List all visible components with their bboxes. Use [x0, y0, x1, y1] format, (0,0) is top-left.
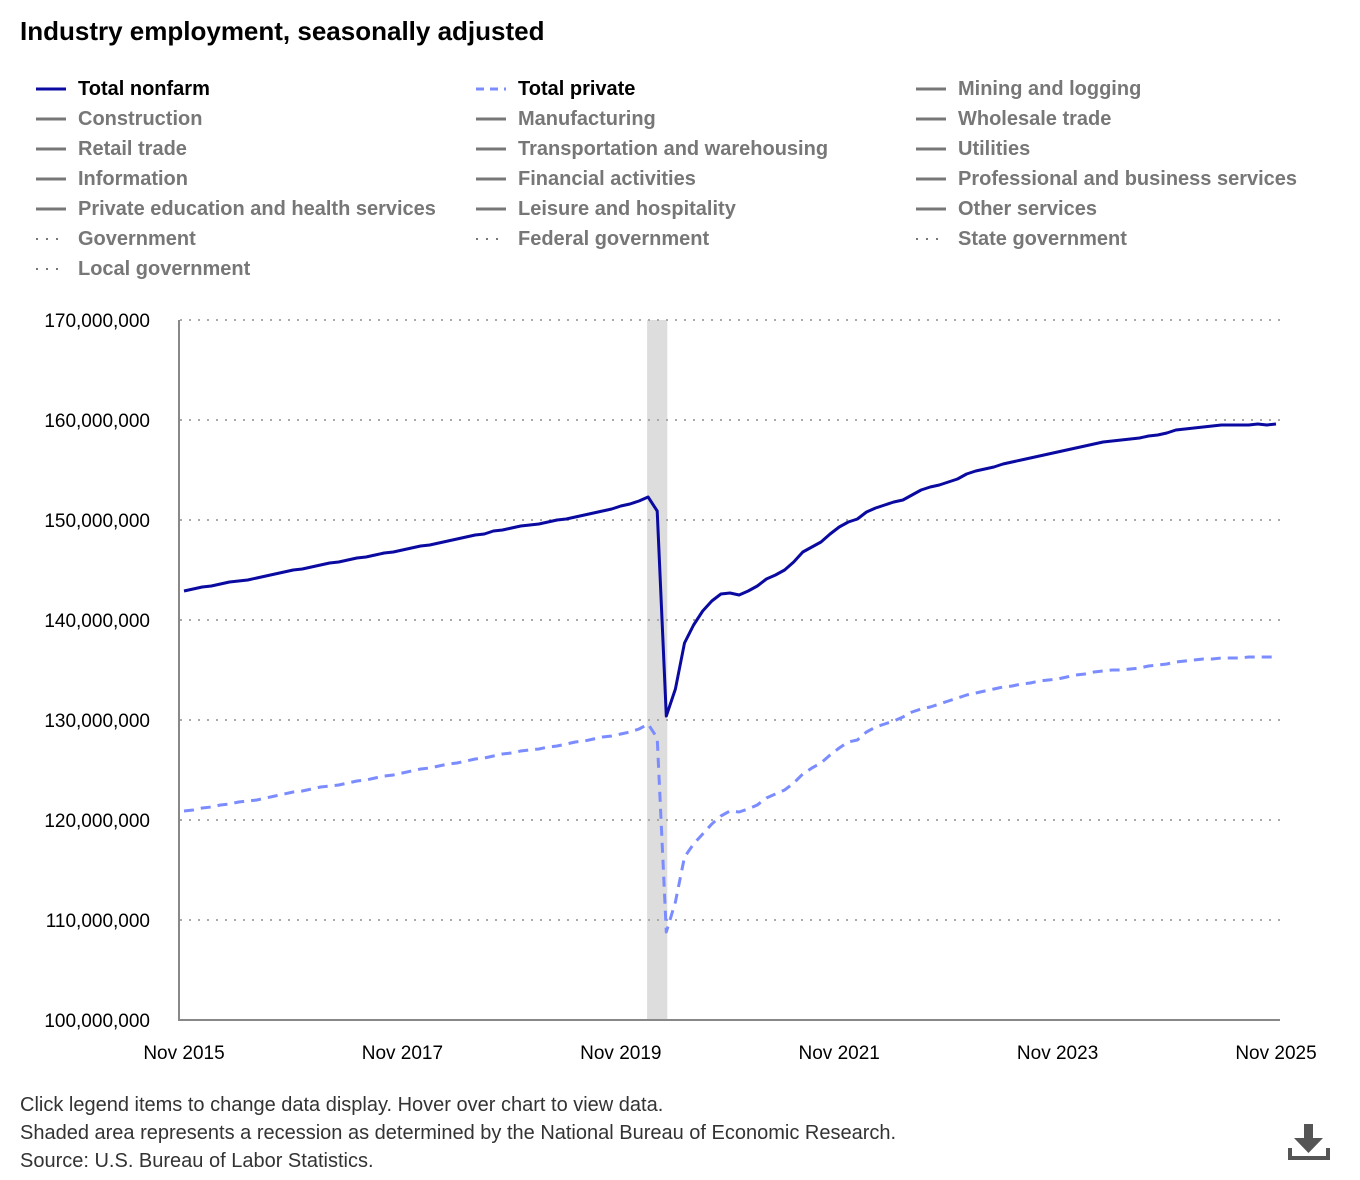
note-source: Source: U.S. Bureau of Labor Statistics.: [20, 1150, 374, 1172]
y-tick-label: 100,000,000: [44, 1011, 150, 1032]
y-tick-label: 140,000,000: [44, 611, 150, 632]
legend-item-federal-government[interactable]: Federal government: [476, 224, 709, 254]
legend-item-construction[interactable]: Construction: [36, 104, 202, 134]
legend-label: Financial activities: [518, 167, 696, 190]
legend-item-private-education-and-health-services[interactable]: Private education and health services: [36, 194, 436, 224]
legend-item-local-government[interactable]: Local government: [36, 254, 250, 284]
line-chart[interactable]: 100,000,000 110,000,000 120,000,000 130,000…: [0, 0, 1360, 1100]
y-tick-label: 150,000,000: [44, 511, 150, 532]
legend-item-other-services[interactable]: Other services: [916, 194, 1097, 224]
y-tick-label: 170,000,000: [44, 311, 150, 332]
legend-label: Federal government: [518, 227, 710, 250]
legend-swatch-icon: [916, 147, 946, 151]
legend-label: Transportation and warehousing: [518, 137, 829, 160]
download-icon: [1288, 1124, 1330, 1160]
legend-label: Mining and logging: [958, 77, 1142, 100]
x-tick-label: Nov 2021: [799, 1043, 880, 1064]
legend-item-retail-trade[interactable]: Retail trade: [36, 134, 187, 164]
chart-title: Industry employment, seasonally adjusted: [20, 16, 545, 46]
legend-label: Government: [78, 227, 196, 250]
legend-swatch-icon: [36, 177, 66, 181]
legend-label: Retail trade: [78, 137, 187, 160]
legend-item-wholesale-trade[interactable]: Wholesale trade: [916, 104, 1111, 134]
legend-item-total-private[interactable]: Total private: [476, 74, 635, 104]
x-tick-label: Nov 2025: [1235, 1043, 1316, 1064]
legend-item-financial-activities[interactable]: Financial activities: [476, 164, 696, 194]
y-tick-label: 130,000,000: [44, 711, 150, 732]
legend-swatch-icon: [916, 177, 946, 181]
legend-swatch-icon: [916, 207, 946, 211]
legend-label: Leisure and hospitality: [518, 197, 736, 220]
legend-label: Wholesale trade: [958, 107, 1112, 130]
legend-swatch-icon: [916, 87, 946, 91]
legend-item-professional-and-business-services[interactable]: Professional and business services: [916, 164, 1297, 194]
legend-item-information[interactable]: Information: [36, 164, 188, 194]
legend-label: Professional and business services: [958, 167, 1298, 190]
legend-label: Local government: [78, 257, 251, 280]
legend-item-utilities[interactable]: Utilities: [916, 134, 1030, 164]
legend-label: Private education and health services: [78, 197, 436, 220]
legend-swatch-icon: [916, 117, 946, 121]
legend-swatch-icon: [36, 147, 66, 151]
y-tick-label: 160,000,000: [44, 411, 150, 432]
series-line-total-nonfarm: [183, 422, 1277, 718]
legend-swatch-icon: [476, 117, 506, 121]
legend-swatch-icon: [476, 207, 506, 211]
series-line-total-private: [183, 655, 1276, 934]
legend-swatch-icon: [36, 87, 66, 91]
legend-label: Information: [78, 167, 188, 190]
x-tick-label: Nov 2019: [580, 1043, 661, 1064]
legend-swatch-icon: [476, 87, 506, 91]
legend-item-total-nonfarm[interactable]: Total nonfarm: [36, 74, 210, 104]
legend-label: Total private: [518, 77, 636, 100]
legend-item-transportation-and-warehousing[interactable]: Transportation and warehousing: [476, 134, 828, 164]
y-tick-label: 120,000,000: [44, 811, 150, 832]
legend-item-state-government[interactable]: State government: [916, 224, 1127, 254]
legend-swatch-icon: [476, 177, 506, 181]
legend-label: State government: [958, 227, 1127, 250]
note-instructions: Click legend items to change data displa…: [20, 1094, 664, 1116]
legend-label: Utilities: [958, 137, 1031, 160]
x-tick-label: Nov 2017: [362, 1043, 443, 1064]
legend-item-mining-and-logging[interactable]: Mining and logging: [916, 74, 1141, 104]
legend-swatch-icon: [36, 207, 66, 211]
x-tick-label: Nov 2015: [143, 1043, 224, 1064]
legend-label: Other services: [958, 197, 1097, 220]
download-button[interactable]: [1286, 1122, 1332, 1168]
legend-label: Total nonfarm: [78, 77, 210, 100]
legend-label: Construction: [78, 107, 203, 130]
legend-swatch-icon: [36, 117, 66, 121]
legend-item-manufacturing[interactable]: Manufacturing: [476, 104, 656, 134]
legend-label: Manufacturing: [518, 107, 656, 130]
x-tick-label: Nov 2023: [1017, 1043, 1098, 1064]
legend-item-government[interactable]: Government: [36, 224, 196, 254]
note-recession: Shaded area represents a recession as de…: [20, 1122, 897, 1144]
legend-swatch-icon: [476, 147, 506, 151]
y-tick-label: 110,000,000: [46, 911, 150, 932]
legend-item-leisure-and-hospitality[interactable]: Leisure and hospitality: [476, 194, 736, 224]
